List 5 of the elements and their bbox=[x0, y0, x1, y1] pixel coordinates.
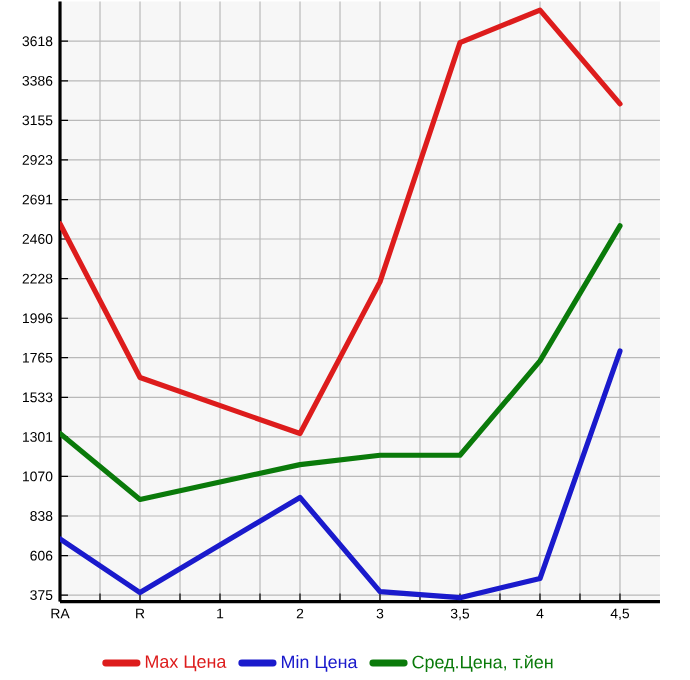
line-series bbox=[60, 223, 623, 503]
legend-label: Max Цена bbox=[145, 655, 227, 672]
line-series bbox=[60, 7, 623, 437]
legend-label: Min Цена bbox=[281, 655, 358, 673]
legend-label: Сред.Цена, т.йен bbox=[412, 655, 553, 673]
